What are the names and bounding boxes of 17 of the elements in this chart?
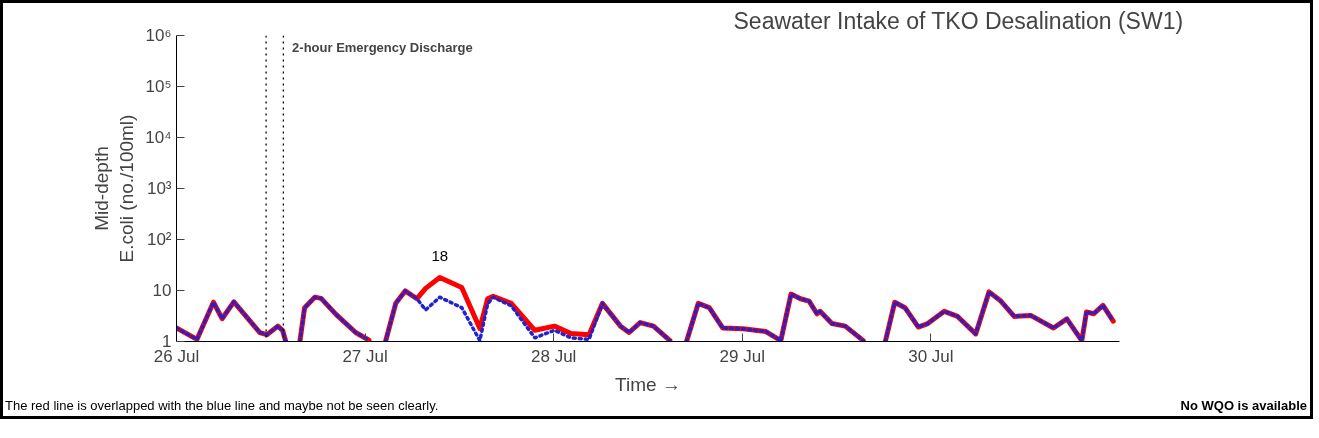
x-axis-title: Time →	[615, 373, 681, 395]
data-label: 18	[431, 247, 449, 265]
x-tick-label: 30 Jul	[908, 346, 954, 366]
x-tick-label: 29 Jul	[719, 346, 765, 366]
y-tick-label: 10⁴	[145, 128, 172, 147]
text: The red line is overlapped with the blue line and maybe not be seen clearly.	[5, 397, 439, 415]
y-tick-label: 10²	[146, 230, 172, 249]
y-tick-label: 10	[152, 281, 172, 300]
ref-line-label: 2-hour Emergency Discharge	[292, 39, 473, 55]
y-tick-label: 10⁶	[145, 26, 172, 45]
chart-title: Seawater Intake of TKO Desalination (SW1)	[733, 7, 1184, 34]
y-tick-label: 10⁵	[145, 77, 172, 96]
y-tick-label: 10³	[146, 179, 172, 198]
y-axis-title: Mid-depth E.coli (no./100ml)	[91, 114, 138, 263]
text: No WQO is available	[1180, 397, 1307, 415]
x-tick-label: 27 Jul	[342, 346, 388, 366]
x-tick-label: 28 Jul	[531, 346, 577, 366]
